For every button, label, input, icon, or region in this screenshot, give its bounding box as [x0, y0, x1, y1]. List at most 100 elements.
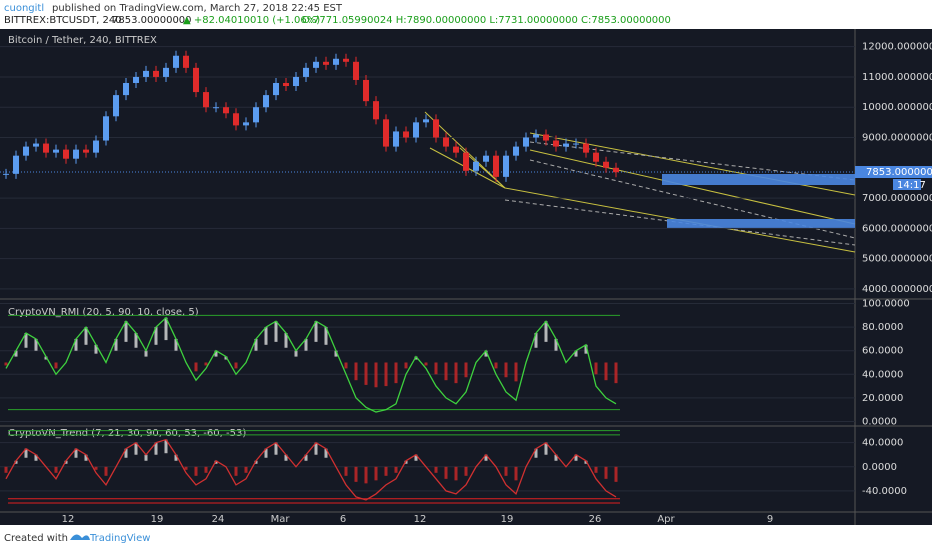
- histogram-bar: [544, 321, 548, 342]
- histogram-bar: [274, 442, 278, 455]
- histogram-bar: [74, 338, 78, 351]
- candle: [173, 55, 179, 68]
- histogram-bar: [494, 362, 498, 369]
- histogram-bar: [394, 362, 398, 384]
- x-tick-label: 26: [589, 514, 602, 525]
- footer-brand[interactable]: TradingView: [89, 533, 150, 544]
- candle: [153, 70, 159, 77]
- histogram-bar: [134, 442, 138, 455]
- candle: [543, 134, 549, 141]
- histogram-bar: [24, 448, 28, 458]
- histogram-bar: [154, 327, 158, 345]
- histogram-bar: [204, 362, 208, 366]
- histogram-bar: [124, 321, 128, 342]
- y-tick-label: 40.0000: [862, 369, 903, 380]
- candle: [233, 113, 239, 126]
- ohlc: O:7771.05990024 H:7890.00000000 L:7731.0…: [302, 15, 671, 26]
- price-tag-text: 7853.00000000: [866, 167, 932, 178]
- histogram-bar: [164, 317, 168, 341]
- candle: [573, 143, 579, 145]
- histogram-bar: [314, 321, 318, 342]
- histogram-bar: [584, 460, 588, 464]
- histogram-bar: [14, 350, 18, 357]
- histogram-bar: [504, 466, 508, 476]
- candle: [23, 146, 29, 156]
- histogram-bar: [284, 333, 288, 348]
- candle: [63, 149, 69, 159]
- author[interactable]: cuongitl: [4, 3, 44, 14]
- x-tick-label: 6: [340, 514, 346, 525]
- histogram-bar: [354, 362, 358, 381]
- candle: [263, 95, 269, 108]
- indicator-line: [5, 316, 617, 413]
- candle: [373, 101, 379, 120]
- candle: [223, 107, 229, 114]
- candle: [53, 149, 59, 153]
- candle: [593, 152, 599, 162]
- x-tick-label: 19: [151, 514, 164, 525]
- y-tick-label: 10000.00000000: [862, 102, 932, 113]
- histogram-bar: [354, 466, 358, 482]
- candle: [443, 137, 449, 147]
- histogram-bar: [554, 454, 558, 461]
- y-tick-label: 7000.00000000: [862, 193, 932, 204]
- histogram-bar: [84, 327, 88, 345]
- histogram-bar: [384, 362, 388, 387]
- candle: [283, 82, 289, 87]
- histogram-bar: [264, 448, 268, 458]
- y-tick-label: -40.0000: [862, 486, 907, 497]
- histogram-bar: [4, 466, 8, 473]
- histogram-bar: [284, 454, 288, 461]
- histogram-bar: [594, 466, 598, 473]
- histogram-bar: [104, 466, 108, 476]
- candle: [383, 119, 389, 147]
- candle: [553, 140, 559, 147]
- histogram-bar: [264, 327, 268, 345]
- histogram-bar: [174, 338, 178, 351]
- histogram-bar: [314, 442, 318, 455]
- symbol: BITTREX:BTCUSDT, 240: [4, 15, 122, 26]
- histogram-bar: [144, 350, 148, 357]
- histogram-bar: [484, 454, 488, 461]
- histogram-bar: [84, 454, 88, 461]
- candle: [333, 58, 339, 65]
- logo: [70, 534, 90, 540]
- footer-created: Created with: [4, 533, 68, 544]
- histogram-bar: [534, 448, 538, 458]
- histogram-bar: [484, 350, 488, 357]
- histogram-bar: [194, 362, 198, 372]
- y-tick-label: 9000.00000000: [862, 133, 932, 144]
- pane-title: CryptoVN_Trend (7, 21, 30, 90, 60, 53, -…: [8, 428, 246, 439]
- candle: [13, 155, 19, 174]
- zone: [662, 174, 855, 185]
- histogram-bar: [404, 460, 408, 464]
- histogram-bar: [594, 362, 598, 375]
- candle: [203, 92, 209, 108]
- histogram-bar: [514, 466, 518, 481]
- candle: [103, 116, 109, 141]
- candle: [393, 131, 399, 147]
- histogram-bar: [344, 362, 348, 369]
- candle: [353, 61, 359, 80]
- candle: [513, 146, 519, 156]
- histogram-bar: [504, 362, 508, 378]
- candle: [73, 149, 79, 159]
- histogram-bar: [454, 466, 458, 481]
- histogram-bar: [274, 321, 278, 342]
- histogram-bar: [144, 454, 148, 461]
- histogram-bar: [114, 338, 118, 351]
- candle: [303, 67, 309, 77]
- histogram-bar: [454, 362, 458, 384]
- candle: [433, 119, 439, 138]
- histogram-bar: [544, 442, 548, 455]
- indicator-line: [5, 438, 617, 501]
- candle: [273, 82, 279, 96]
- candle: [83, 149, 89, 153]
- candle: [483, 155, 489, 162]
- candle: [563, 143, 569, 147]
- candle: [323, 61, 329, 65]
- candle: [93, 140, 99, 153]
- candle: [43, 143, 49, 153]
- histogram-bar: [434, 466, 438, 473]
